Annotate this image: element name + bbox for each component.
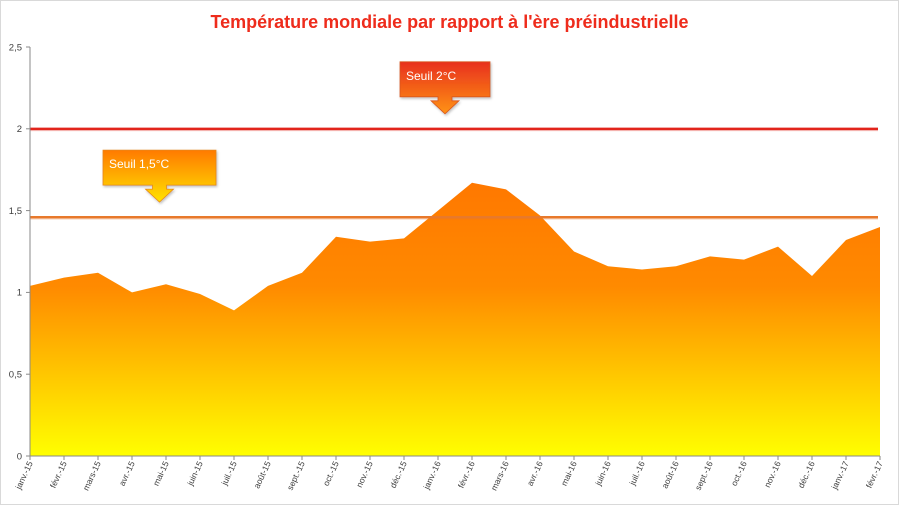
- data-point-sept-16: [708, 254, 712, 258]
- data-point-mars-16: [504, 187, 508, 191]
- callout-down-arrow-box: [399, 61, 491, 115]
- data-point-janv-16: [436, 209, 440, 213]
- data-point-nov-16: [776, 245, 780, 249]
- y-tick-label: 1,5: [9, 206, 22, 217]
- y-tick-label: 1: [17, 288, 22, 299]
- data-point-juil-16: [640, 268, 644, 272]
- threshold-callouts: Seuil 2°C Seuil 1,5°C: [102, 61, 491, 203]
- data-point-aout-16: [674, 264, 678, 268]
- temperature-area-series: [30, 182, 880, 457]
- data-point-oct-16: [742, 258, 746, 262]
- y-tick-label: 0: [17, 451, 22, 462]
- data-point-mai-16: [572, 250, 576, 254]
- chart-title: Température mondiale par rapport à l'ère…: [210, 12, 688, 32]
- threshold-line-seuil-1-5-c: [30, 215, 878, 220]
- data-point-fevr-15: [62, 276, 66, 280]
- data-point-fevr-17: [878, 225, 882, 229]
- data-point-oct-15: [334, 235, 338, 239]
- y-tick-label: 2: [17, 124, 22, 135]
- data-point-dec-15: [402, 236, 406, 240]
- plot-area: [30, 181, 882, 457]
- callout-label: Seuil 2°C: [406, 69, 456, 83]
- data-point-nov-15: [368, 240, 372, 244]
- callout-seuil-2-c: Seuil 2°C: [399, 61, 491, 115]
- data-point-dec-16: [810, 274, 814, 278]
- data-point-mai-15: [164, 282, 168, 286]
- data-point-juil-15: [232, 308, 236, 312]
- callout-label: Seuil 1,5°C: [109, 157, 169, 171]
- data-point-juin-15: [198, 292, 202, 296]
- data-point-fevr-16: [470, 181, 474, 185]
- y-tick-label: 2,5: [9, 42, 22, 53]
- data-point-janv-17: [844, 238, 848, 242]
- data-point-juin-16: [606, 264, 610, 268]
- y-axis: 0 0,5 1 1,5 2 2,5: [9, 42, 31, 462]
- data-point-avr-15: [130, 290, 134, 294]
- threshold-line-seuil-2-c: [30, 127, 878, 132]
- data-point-sept-15: [300, 271, 304, 275]
- threshold-lines: [30, 127, 878, 220]
- callout-down-arrow-box: [102, 149, 217, 203]
- callout-seuil-1-5-c: Seuil 1,5°C: [102, 149, 217, 203]
- data-point-mars-15: [96, 271, 100, 275]
- y-tick-label: 0,5: [9, 370, 22, 381]
- data-point-aout-15: [266, 284, 270, 288]
